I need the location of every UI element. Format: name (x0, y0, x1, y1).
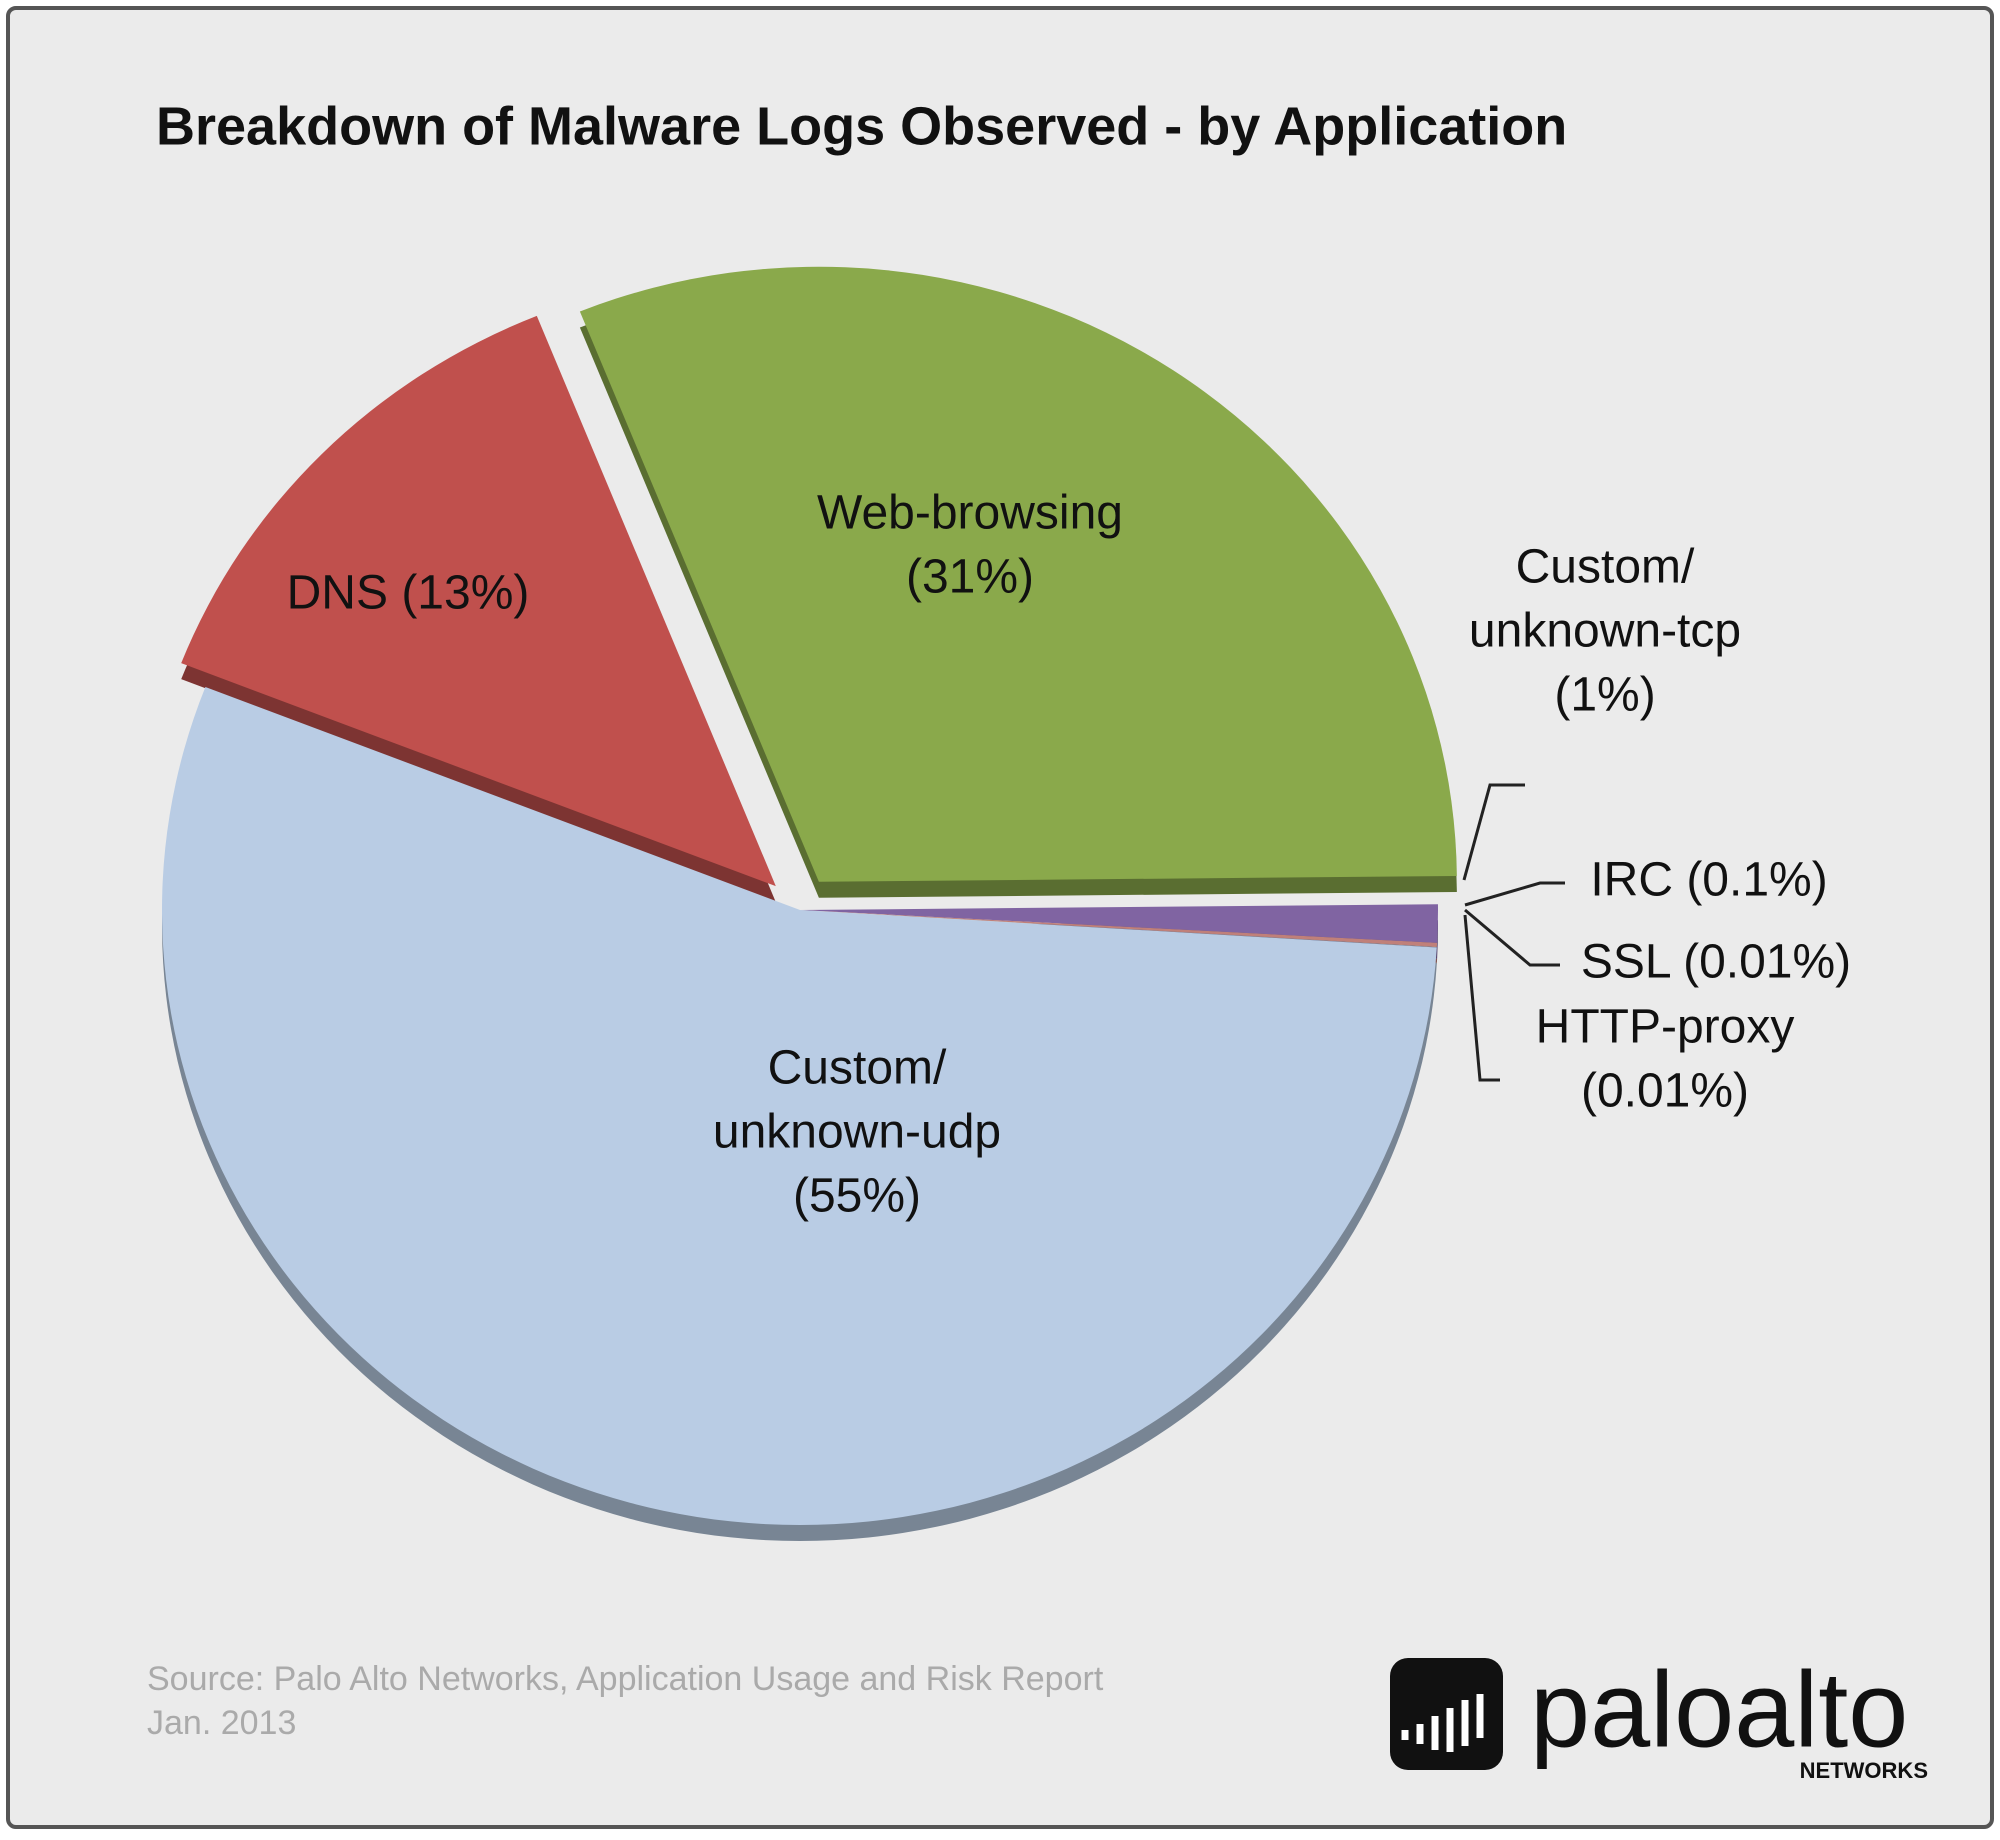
data-label: Web-browsing (817, 487, 1123, 540)
slice (579, 266, 1457, 882)
slice (181, 315, 776, 887)
slice (800, 910, 1438, 947)
data-label: HTTP-proxy (1536, 1001, 1795, 1054)
data-label: (31%) (906, 551, 1034, 604)
logo-subtext: NETWORKS (1800, 1758, 1928, 1783)
data-label: Custom/ (1516, 541, 1695, 594)
data-label: unknown-udp (713, 1106, 1001, 1159)
pie (161, 266, 1457, 1542)
leader-lines (1462, 783, 1565, 1082)
logo-icon (1390, 1658, 1503, 1770)
slice (800, 904, 1438, 943)
leader-line (1464, 908, 1560, 967)
data-label: (0.01%) (1581, 1065, 1749, 1118)
data-label: unknown-tcp (1469, 605, 1741, 658)
data-label: DNS (13%) (287, 567, 530, 620)
logo-bars (1401, 1694, 1484, 1752)
data-label: (1%) (1554, 669, 1655, 722)
source-note: Jan. 2013 (147, 1704, 296, 1742)
leader-line (1464, 881, 1565, 907)
data-label: Custom/ (768, 1042, 947, 1095)
source-note: Source: Palo Alto Networks, Application … (147, 1660, 1104, 1698)
slice (800, 910, 1437, 948)
logo-text: paloalto (1530, 1649, 1908, 1770)
slice (161, 687, 1437, 1526)
leader-line (1462, 783, 1525, 881)
data-label: (55%) (793, 1170, 921, 1223)
slice (800, 910, 1437, 948)
data-label: SSL (0.01%) (1581, 936, 1851, 989)
chart-title: Breakdown of Malware Logs Observed - by … (156, 96, 1567, 156)
data-label: IRC (0.1%) (1590, 854, 1827, 907)
leader-line (1463, 914, 1500, 1082)
